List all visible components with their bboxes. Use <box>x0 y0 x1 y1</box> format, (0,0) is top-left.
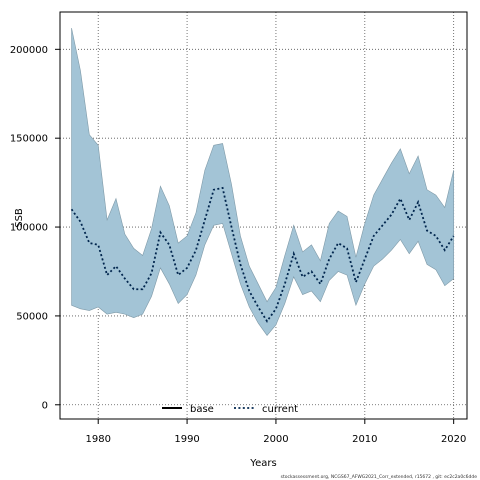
x-axis: 1980 1990 2000 2010 2020 <box>85 419 466 445</box>
x-tick-label: 2010 <box>352 434 377 445</box>
footnote: stockassessment.org, NCGS67_AFWG2021_Cor… <box>281 474 478 480</box>
plot-frame <box>59 11 468 420</box>
x-tick-label: 1980 <box>85 434 110 445</box>
y-axis-title: SSB <box>14 208 25 228</box>
y-tick-label: 100000 <box>10 223 48 234</box>
y-tick-label: 0 <box>42 400 48 411</box>
legend: base current <box>162 404 298 415</box>
x-tick-label: 1990 <box>174 434 199 445</box>
y-axis: 0 50000 100000 150000 200000 <box>10 45 60 411</box>
series-line-current <box>70 186 455 323</box>
y-tick-label: 150000 <box>10 134 48 145</box>
y-tick-label: 200000 <box>10 45 48 56</box>
legend-label-base: base <box>190 404 214 415</box>
confidence-band <box>71 27 454 336</box>
x-axis-title: Years <box>249 458 276 469</box>
y-tick-label: 50000 <box>16 311 48 322</box>
x-tick-label: 2020 <box>441 434 466 445</box>
x-tick-label: 2000 <box>263 434 288 445</box>
legend-label-current: current <box>262 404 298 415</box>
